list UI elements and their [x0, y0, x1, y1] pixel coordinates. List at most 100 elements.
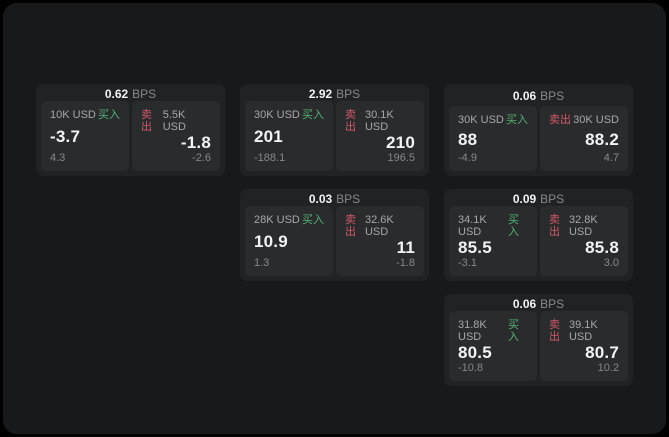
quote-panels: 28K USD 买入 10.9 1.3 卖出 32.6K USD 11 -1.8	[240, 206, 429, 281]
sell-quote-value: 210	[386, 133, 415, 152]
buy-panel[interactable]: 31.8K USD 买入 80.5 -10.8	[449, 311, 537, 381]
sell-panel-top: 卖出 39.1K USD	[549, 319, 619, 343]
sell-panel[interactable]: 卖出 5.5K USD -1.8 -2.6	[132, 101, 220, 171]
buy-button[interactable]: 买入	[508, 319, 520, 343]
bps-value: 0.62	[104, 86, 129, 101]
buy-panel[interactable]: 28K USD 买入 10.9 1.3	[245, 206, 333, 276]
sell-panel-top: 卖出 32.6K USD	[345, 214, 415, 238]
buy-button[interactable]: 买入	[506, 114, 528, 126]
buy-panel-top: 31.8K USD 买入	[458, 319, 528, 343]
bps-unit-label: BPS	[540, 89, 565, 103]
buy-delta-value: -3.1	[458, 257, 477, 269]
sell-button[interactable]: 卖出	[549, 114, 571, 126]
buy-quote-value: 88	[458, 129, 478, 149]
sell-panel-top: 卖出 32.8K USD	[549, 214, 619, 238]
sell-panel[interactable]: 卖出 30K USD 88.2 4.7	[540, 106, 628, 171]
quote-panels: 10K USD 买入 -3.7 4.3 卖出 5.5K USD -1.8 -2.…	[36, 101, 225, 176]
sell-delta-value: 3.0	[603, 257, 619, 269]
bps-unit-label: BPS	[540, 296, 565, 311]
sell-amount: 32.8K USD	[568, 214, 598, 238]
sell-button[interactable]: 卖出	[549, 319, 560, 343]
buy-panel-top: 10K USD 买入	[50, 109, 120, 121]
cards-grid: 0.62 BPS 10K USD 买入 -3.7 4.3 卖出 5.5K USD…	[36, 84, 633, 386]
buy-panel[interactable]: 10K USD 买入 -3.7 4.3	[41, 101, 129, 171]
quote-panels: 34.1K USD 买入 85.5 -3.1 卖出 32.8K USD 85.8…	[444, 206, 633, 281]
sell-amount: 32.6K USD	[364, 214, 394, 238]
buy-amount: 31.8K USD	[458, 319, 487, 343]
sell-button[interactable]: 卖出	[345, 214, 356, 238]
bps-unit-label: BPS	[132, 86, 157, 101]
card-header: 0.06 BPS	[444, 84, 633, 106]
sell-amount: 39.1K USD	[568, 319, 598, 343]
sell-quote-value: 11	[396, 238, 415, 257]
buy-panel-top: 30K USD 买入	[254, 109, 324, 121]
bps-card: 0.03 BPS 28K USD 买入 10.9 1.3 卖出 32.6K US…	[240, 189, 429, 281]
quote-panels: 30K USD 买入 88 -4.9 卖出 30K USD 88.2 4.7	[444, 106, 633, 176]
sell-quote-value: 80.7	[585, 343, 619, 362]
bps-card: 0.62 BPS 10K USD 买入 -3.7 4.3 卖出 5.5K USD…	[36, 84, 225, 176]
sell-panel[interactable]: 卖出 32.6K USD 11 -1.8	[336, 206, 424, 276]
sell-delta-value: -1.8	[396, 257, 415, 269]
buy-amount: 30K USD	[254, 109, 300, 121]
sell-amount: 30.1K USD	[364, 109, 394, 133]
buy-delta-value: -10.8	[458, 362, 484, 374]
buy-amount: 10K USD	[50, 109, 96, 121]
sell-delta-value: 10.2	[597, 362, 619, 374]
buy-delta-value: -4.9	[458, 152, 477, 164]
buy-panel-top: 34.1K USD 买入	[458, 214, 528, 238]
buy-quote-value: -3.7	[50, 127, 81, 146]
buy-amount: 28K USD	[254, 214, 300, 226]
buy-quote-value: 80.5	[458, 343, 492, 362]
buy-quote-value: 85.5	[458, 238, 492, 257]
card-header: 0.06 BPS	[444, 294, 633, 311]
sell-delta-value: 196.5	[387, 152, 415, 164]
buy-button[interactable]: 买入	[508, 214, 520, 238]
buy-delta-value: 4.3	[50, 152, 66, 164]
sell-delta-value: 4.7	[603, 152, 619, 164]
buy-quote-value: 201	[254, 127, 283, 146]
buy-panel[interactable]: 30K USD 买入 88 -4.9	[449, 106, 537, 171]
sell-panel[interactable]: 卖出 32.8K USD 85.8 3.0	[540, 206, 628, 276]
bps-unit-label: BPS	[336, 191, 361, 206]
bps-card: 0.06 BPS 31.8K USD 买入 80.5 -10.8 卖出 39.1…	[444, 294, 633, 386]
sell-quote-value: 85.8	[585, 238, 619, 257]
bps-card: 0.06 BPS 30K USD 买入 88 -4.9 卖出 30K USD 8…	[444, 84, 633, 176]
bps-card: 0.09 BPS 34.1K USD 买入 85.5 -3.1 卖出 32.8K…	[444, 189, 633, 281]
sell-panel-top: 卖出 5.5K USD	[141, 109, 211, 133]
sell-panel-top: 卖出 30.1K USD	[345, 109, 415, 133]
buy-amount: 30K USD	[458, 114, 504, 126]
sell-delta-value: -2.6	[192, 152, 211, 164]
buy-delta-value: -188.1	[254, 152, 286, 164]
sell-amount: 5.5K USD	[162, 109, 186, 133]
buy-amount: 34.1K USD	[458, 214, 487, 238]
buy-panel[interactable]: 30K USD 买入 201 -188.1	[245, 101, 333, 171]
buy-quote-value: 10.9	[254, 232, 288, 251]
sell-panel[interactable]: 卖出 30.1K USD 210 196.5	[336, 101, 424, 171]
sell-button[interactable]: 卖出	[141, 109, 152, 133]
bps-value: 2.92	[308, 86, 333, 101]
bps-unit-label: BPS	[540, 191, 565, 206]
card-header: 0.09 BPS	[444, 189, 633, 206]
buy-button[interactable]: 买入	[302, 109, 324, 121]
buy-panel-top: 28K USD 买入	[254, 214, 324, 226]
sell-panel[interactable]: 卖出 39.1K USD 80.7 10.2	[540, 311, 628, 381]
card-header: 2.92 BPS	[240, 84, 429, 101]
buy-panel[interactable]: 34.1K USD 买入 85.5 -3.1	[449, 206, 537, 276]
sell-button[interactable]: 卖出	[549, 214, 560, 238]
sell-panel-top: 卖出 30K USD	[549, 114, 619, 126]
bps-value: 0.06	[512, 89, 537, 103]
buy-button[interactable]: 买入	[302, 214, 324, 226]
quote-panels: 30K USD 买入 201 -188.1 卖出 30.1K USD 210 1…	[240, 101, 429, 176]
bps-value: 0.03	[308, 191, 333, 206]
bps-value: 0.06	[512, 296, 537, 311]
bps-unit-label: BPS	[336, 86, 361, 101]
sell-button[interactable]: 卖出	[345, 109, 356, 133]
sell-quote-value: -1.8	[180, 133, 211, 152]
buy-panel-top: 30K USD 买入	[458, 114, 528, 126]
quote-panels: 31.8K USD 买入 80.5 -10.8 卖出 39.1K USD 80.…	[444, 311, 633, 386]
buy-delta-value: 1.3	[254, 257, 270, 269]
card-header: 0.03 BPS	[240, 189, 429, 206]
buy-button[interactable]: 买入	[98, 109, 120, 121]
bps-card: 2.92 BPS 30K USD 买入 201 -188.1 卖出 30.1K …	[240, 84, 429, 176]
app-window: 0.62 BPS 10K USD 买入 -3.7 4.3 卖出 5.5K USD…	[3, 3, 666, 434]
